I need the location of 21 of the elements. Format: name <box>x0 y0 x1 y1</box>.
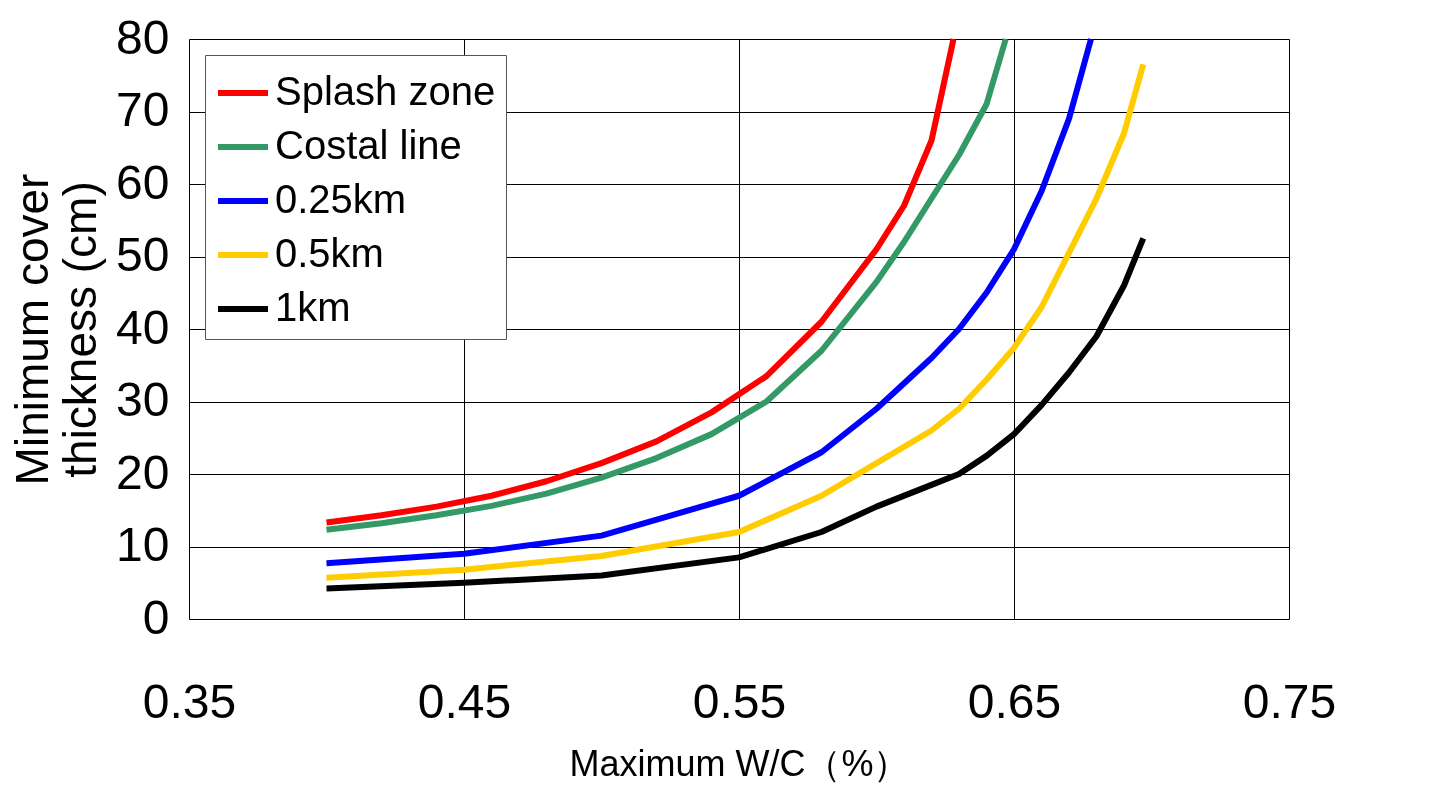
x-tick-label: 0.45 <box>417 674 512 728</box>
y-tick-label: 40 <box>116 300 170 354</box>
y-tick-label: 60 <box>116 155 170 209</box>
x-axis-title: Maximum W/C（%） <box>569 742 910 784</box>
legend-label: Splash zone <box>275 69 496 113</box>
y-axis-title: Minimum cover thickness (cm) <box>6 173 107 486</box>
x-tick-label: 0.75 <box>1242 674 1337 728</box>
legend-label: 0.25km <box>275 177 407 221</box>
x-tick-label: 0.35 <box>142 674 237 728</box>
legend-label: Costal line <box>275 123 462 167</box>
legend-label: 1km <box>275 285 351 329</box>
x-tick-label: 0.65 <box>967 674 1062 728</box>
y-tick-label: 10 <box>116 518 170 571</box>
y-tick-label: 70 <box>116 83 170 136</box>
legend-label: 0.5km <box>275 231 384 275</box>
y-tick-label: 0 <box>142 590 170 644</box>
y-tick-label: 30 <box>116 373 170 426</box>
x-tick-label: 0.55 <box>692 674 787 728</box>
y-tick-label: 20 <box>116 445 170 499</box>
y-tick-label: 80 <box>116 10 170 64</box>
y-tick-label: 50 <box>116 228 170 281</box>
